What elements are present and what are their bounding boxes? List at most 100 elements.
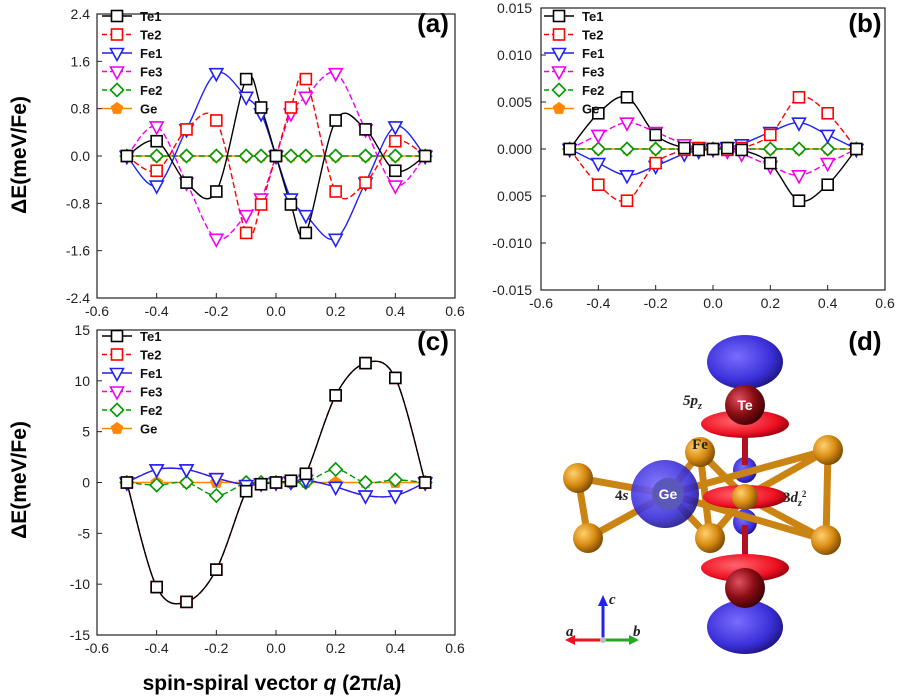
point-te1 — [418, 149, 432, 163]
point-fe2 — [178, 474, 195, 491]
legend-marker-fe2 — [551, 82, 567, 98]
point-fe3 — [297, 91, 314, 107]
te-atom-bottom — [725, 568, 765, 608]
point-te2 — [592, 178, 605, 192]
point-te1 — [210, 185, 223, 198]
point-fe2 — [238, 148, 254, 164]
legend-label-te1: Te1 — [140, 9, 161, 24]
y-tick-label: -10 — [70, 576, 90, 592]
x-tick-label: 0.0 — [266, 303, 286, 319]
x-tick-label: 0.2 — [326, 640, 346, 656]
point-fe2 — [328, 461, 344, 478]
point-fe3 — [148, 121, 165, 136]
legend-label-fe3: Fe3 — [140, 385, 162, 400]
point-fe2 — [387, 472, 403, 488]
point-te2 — [210, 114, 223, 127]
y-tick-label: -5 — [78, 525, 91, 541]
y-tick-label: 0.8 — [71, 101, 91, 117]
fe-atom-label: Fe — [692, 437, 708, 453]
point-te1 — [150, 580, 163, 594]
point-te1 — [180, 595, 193, 609]
point-fe2 — [208, 148, 224, 164]
crystal-structure-panel: Ge Fe Te 5pz 4s 3dz2 c a — [563, 335, 843, 654]
chart-c: -0.6 -0.4 -0.2 0.0 0.2 0.4 0.6 15 10 5 0 -5 -10 -15 Te… — [70, 322, 465, 656]
y-tick-label: 10 — [74, 373, 90, 389]
x-tick-label: 0.4 — [386, 303, 406, 319]
point-te1 — [299, 467, 313, 481]
x-tick-label: 0.4 — [818, 295, 838, 311]
point-te1 — [239, 484, 253, 498]
legend-marker-ge — [110, 101, 124, 114]
point-fe1 — [327, 481, 344, 497]
point-te2 — [150, 164, 163, 178]
legend-label-fe1: Fe1 — [582, 46, 604, 61]
point-te2 — [299, 72, 313, 86]
chart-a: -0.6 -0.4 -0.2 0.0 0.2 0.4 0.6 2.4 1.6 0.8 0.0 -0.8… — [66, 6, 465, 319]
legend-marker-fe3 — [109, 66, 125, 81]
point-te2 — [764, 128, 777, 142]
point-fe1 — [387, 490, 404, 505]
fe-atom-center — [732, 484, 758, 510]
point-fe1 — [327, 233, 344, 249]
fe-atom-center-bottom — [695, 523, 725, 553]
fe-orbital-label: 3dz2 — [783, 489, 807, 509]
point-te2 — [239, 226, 253, 240]
x-tick-label: -0.6 — [85, 640, 109, 656]
point-te1 — [678, 141, 691, 155]
y-tick-label: -15 — [70, 627, 90, 643]
point-te1 — [150, 134, 163, 148]
legend-label-fe2: Fe2 — [140, 83, 162, 98]
legend-label-te2: Te2 — [140, 348, 161, 363]
y-tick-label: -2.4 — [66, 290, 90, 306]
point-te1 — [706, 142, 720, 156]
te-orbital-lobe-top — [707, 335, 783, 389]
point-fe3 — [238, 209, 255, 225]
legend-marker-te1 — [110, 9, 124, 23]
point-te1 — [269, 476, 283, 489]
point-te1 — [735, 143, 748, 157]
legend-marker-fe1 — [551, 47, 567, 63]
fe-atom-right-top — [813, 435, 843, 465]
point-fe2 — [178, 148, 195, 164]
legend-label-fe2: Fe2 — [140, 403, 162, 418]
point-fe2 — [648, 141, 664, 157]
point-te1 — [299, 226, 313, 240]
fe-atom-left-top — [563, 463, 593, 493]
point-fe2 — [791, 141, 807, 157]
fe-atom-right-bottom — [811, 525, 841, 555]
point-te1 — [620, 91, 634, 104]
point-te1 — [821, 178, 834, 192]
point-te1 — [850, 142, 863, 156]
point-te1 — [120, 149, 134, 163]
point-fe1 — [238, 91, 255, 107]
point-te1 — [418, 476, 432, 489]
y-tick-label: 0 — [82, 475, 90, 491]
legend-label-ge: Ge — [582, 102, 599, 117]
point-fe1 — [791, 117, 807, 132]
legend-marker-ge — [110, 421, 124, 434]
point-te1 — [792, 194, 806, 207]
y-tick-label: -1.6 — [66, 243, 90, 259]
point-fe2 — [619, 141, 635, 157]
legend-label-ge: Ge — [140, 422, 157, 437]
ge-atom-label: Ge — [659, 486, 678, 502]
te-atom-label: Te — [737, 397, 753, 413]
x-tick-label: 0.2 — [761, 295, 781, 311]
point-fe2 — [590, 141, 606, 157]
point-fe2 — [298, 148, 314, 164]
x-tick-label: -0.4 — [586, 295, 610, 311]
point-te2 — [254, 198, 268, 211]
point-te1 — [180, 176, 193, 189]
legend-marker-fe2 — [109, 82, 125, 98]
x-tick-label: 0.4 — [386, 640, 406, 656]
x-tick-label: 0.2 — [326, 303, 346, 319]
point-fe2 — [149, 148, 165, 164]
point-te2 — [180, 123, 193, 136]
legend-marker-fe1 — [109, 367, 125, 383]
ge-orbital-label: 4s — [615, 488, 629, 504]
point-fe1 — [148, 464, 165, 479]
x-tick-label: 0.6 — [445, 303, 465, 319]
point-fe1 — [387, 121, 404, 136]
point-fe1 — [357, 490, 374, 505]
legend-label-fe3: Fe3 — [140, 65, 162, 80]
